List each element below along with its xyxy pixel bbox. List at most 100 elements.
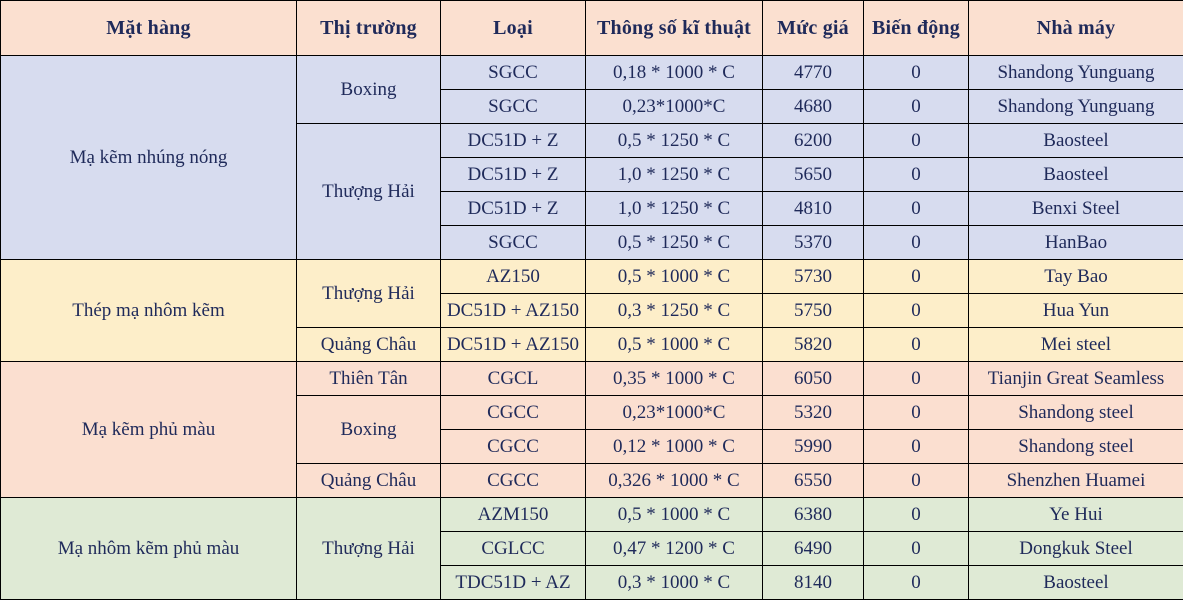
factory-cell: Baosteel (968, 123, 1183, 158)
header-row: Mặt hàng Thị trường Loại Thông số kĩ thuật M… (0, 0, 1183, 56)
spec-cell: 0,5 * 1000 * C (585, 497, 763, 532)
spec-cell: 0,3 * 1000 * C (585, 565, 763, 600)
grade-cell: CGCL (440, 361, 586, 396)
grade-cell: CGCC (440, 463, 586, 498)
spec-cell: 0,18 * 1000 * C (585, 55, 763, 90)
column-header-change: Biến động (863, 0, 969, 56)
market-cell: Thượng Hải (296, 123, 441, 260)
grade-cell: CGLCC (440, 531, 586, 566)
grade-cell: TDC51D + AZ (440, 565, 586, 600)
change-cell: 0 (863, 395, 969, 430)
spec-cell: 0,3 * 1250 * C (585, 293, 763, 328)
product-cell: Mạ nhôm kẽm phủ màu (0, 497, 297, 600)
spec-cell: 1,0 * 1250 * C (585, 191, 763, 226)
table-header: Mặt hàng Thị trường Loại Thông số kĩ thuật M… (0, 0, 1183, 56)
grade-cell: CGCC (440, 395, 586, 430)
market-cell: Thượng Hải (296, 497, 441, 600)
table-body: Mạ kẽm nhúng nóng Boxing SGCC 0,18 * 1000 *… (0, 55, 1183, 600)
table-row: SGCC 0,5 * 1250 * C 5370 0 HanBao (1, 225, 1183, 260)
change-cell: 0 (863, 157, 969, 192)
price-cell: 5370 (762, 225, 864, 260)
market-cell: Boxing (296, 395, 441, 464)
grade-cell: SGCC (440, 89, 586, 124)
factory-cell: Shandong steel (968, 429, 1183, 464)
spec-cell: 0,12 * 1000 * C (585, 429, 763, 464)
factory-cell: Baosteel (968, 157, 1183, 192)
price-cell: 4680 (762, 89, 864, 124)
spec-cell: 0,23*1000*C (585, 395, 763, 430)
grade-cell: SGCC (440, 225, 586, 260)
factory-cell: Shandong Yunguang (968, 89, 1183, 124)
table-row: Mạ kẽm nhúng nóng Boxing SGCC 0,18 * 1000 *… (0, 55, 1183, 260)
factory-cell: Ye Hui (968, 497, 1183, 532)
spec-cell: 0,35 * 1000 * C (585, 361, 763, 396)
change-cell: 0 (863, 463, 969, 498)
factory-cell: Dongkuk Steel (968, 531, 1183, 566)
price-cell: 5990 (762, 429, 864, 464)
change-cell: 0 (863, 259, 969, 294)
change-cell: 0 (863, 497, 969, 532)
grade-cell: DC51D + Z (440, 191, 586, 226)
change-cell: 0 (863, 225, 969, 260)
column-header-factory: Nhà máy (968, 0, 1183, 56)
grade-cell: CGCC (440, 429, 586, 464)
table-row: DC51D + AZ150 0,3 * 1250 * C 5750 0 Hua Yun (1, 293, 1183, 328)
market-cell: Thượng Hải (296, 259, 441, 328)
spec-cell: 0,326 * 1000 * C (585, 463, 763, 498)
table-row: CGLCC 0,47 * 1200 * C 6490 0 Dongkuk Steel (1, 531, 1183, 566)
table-row: DC51D + Z 1,0 * 1250 * C 4810 0 Benxi Steel (1, 191, 1183, 226)
grade-cell: DC51D + Z (440, 123, 586, 158)
factory-cell: Shenzhen Huamei (968, 463, 1183, 498)
factory-cell: Tianjin Great Seamless (968, 361, 1183, 396)
factory-cell: Tay Bao (968, 259, 1183, 294)
price-cell: 5650 (762, 157, 864, 192)
change-cell: 0 (863, 191, 969, 226)
product-cell: Thép mạ nhôm kẽm (0, 259, 297, 362)
price-cell: 5750 (762, 293, 864, 328)
grade-cell: AZM150 (440, 497, 586, 532)
spec-cell: 0,5 * 1000 * C (585, 259, 763, 294)
factory-cell: Shandong steel (968, 395, 1183, 430)
change-cell: 0 (863, 89, 969, 124)
price-cell: 8140 (762, 565, 864, 600)
grade-cell: SGCC (440, 55, 586, 90)
market-cell: Quảng Châu (296, 327, 441, 362)
change-cell: 0 (863, 55, 969, 90)
table-row: Quảng Châu CGCC 0,326 * 1000 * C 6550 0 Shenz… (1, 463, 1183, 498)
factory-cell: Shandong Yunguang (968, 55, 1183, 90)
market-cell: Quảng Châu (296, 463, 441, 498)
price-cell: 4770 (762, 55, 864, 90)
factory-cell: HanBao (968, 225, 1183, 260)
table-row: TDC51D + AZ 0,3 * 1000 * C 8140 0 Baosteel (1, 565, 1183, 600)
spec-cell: 0,47 * 1200 * C (585, 531, 763, 566)
price-cell: 6200 (762, 123, 864, 158)
grade-cell: DC51D + AZ150 (440, 327, 586, 362)
column-header-price: Mức giá (762, 0, 864, 56)
price-cell: 6050 (762, 361, 864, 396)
spec-cell: 1,0 * 1250 * C (585, 157, 763, 192)
price-cell: 6490 (762, 531, 864, 566)
change-cell: 0 (863, 429, 969, 464)
change-cell: 0 (863, 565, 969, 600)
grade-cell: DC51D + AZ150 (440, 293, 586, 328)
spec-cell: 0,23*1000*C (585, 89, 763, 124)
factory-cell: Hua Yun (968, 293, 1183, 328)
table-row: Mạ kẽm phủ màu Thiên Tân CGCL 0,35 * 1000 *… (0, 361, 1183, 498)
column-header-product: Mặt hàng (0, 0, 297, 56)
table-row: DC51D + Z 1,0 * 1250 * C 5650 0 Baosteel (1, 157, 1183, 192)
table-row: Quảng Châu DC51D + AZ150 0,5 * 1000 * C 582… (1, 327, 1183, 362)
change-cell: 0 (863, 531, 969, 566)
product-cell: Mạ kẽm nhúng nóng (0, 55, 297, 260)
column-header-grade: Loại (440, 0, 586, 56)
price-cell: 5730 (762, 259, 864, 294)
price-cell: 4810 (762, 191, 864, 226)
product-cell: Mạ kẽm phủ màu (0, 361, 297, 498)
price-cell: 6550 (762, 463, 864, 498)
table-row: SGCC 0,23*1000*C 4680 0 Shandong Yunguang (1, 89, 1183, 124)
table-row: Boxing CGCC 0,23*1000*C 5320 0 Shandong steel (1, 395, 1183, 464)
change-cell: 0 (863, 327, 969, 362)
table-row: Mạ nhôm kẽm phủ màu Thượng Hải AZM150 0,5 *… (0, 497, 1183, 600)
table-row: CGCC 0,12 * 1000 * C 5990 0 Shandong steel (1, 429, 1183, 464)
price-cell: 5320 (762, 395, 864, 430)
